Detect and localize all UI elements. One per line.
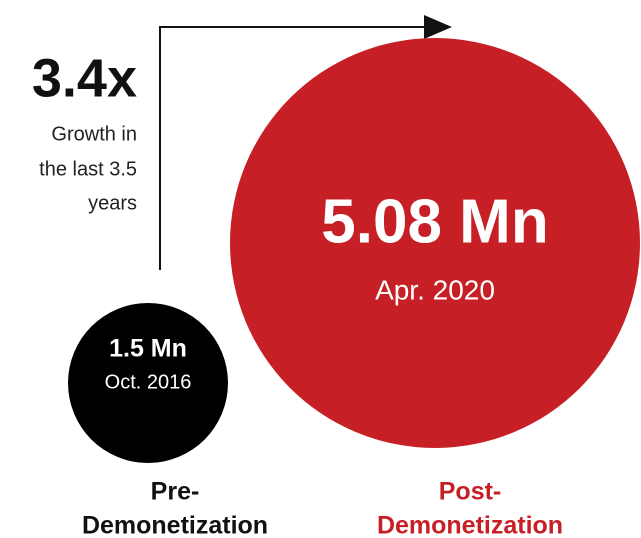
growth-text: Growth in (51, 123, 137, 145)
pre-label: Pre- (151, 478, 200, 506)
growth-arrow-head (424, 15, 452, 39)
pre-date: Oct. 2016 (105, 371, 192, 393)
growth-value: 3.4x (32, 48, 137, 108)
growth-arrow-line (159, 26, 428, 270)
pre-amount: 1.5 Mn (109, 335, 187, 363)
growth-text: years (88, 192, 137, 214)
pre-circle (68, 303, 228, 463)
growth-text: the last 3.5 (39, 158, 137, 180)
post-label: Post- (439, 478, 502, 506)
post-label: Demonetization (377, 512, 563, 538)
post-amount: 5.08 Mn (321, 187, 548, 256)
post-circle (230, 38, 640, 448)
pre-label: Demonetization (82, 512, 268, 538)
post-date: Apr. 2020 (375, 274, 495, 305)
